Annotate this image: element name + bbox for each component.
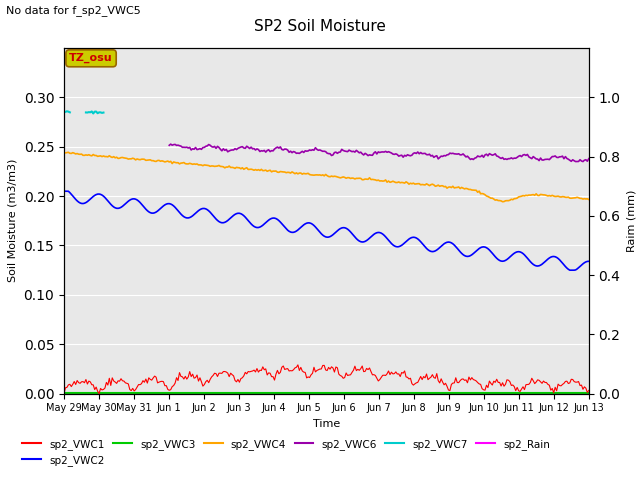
Text: TZ_osu: TZ_osu bbox=[69, 53, 113, 63]
X-axis label: Time: Time bbox=[313, 419, 340, 429]
Text: No data for f_sp2_VWC5: No data for f_sp2_VWC5 bbox=[6, 5, 141, 16]
Text: SP2 Soil Moisture: SP2 Soil Moisture bbox=[254, 19, 386, 34]
Y-axis label: Raim (mm): Raim (mm) bbox=[626, 190, 636, 252]
Y-axis label: Soil Moisture (m3/m3): Soil Moisture (m3/m3) bbox=[8, 159, 18, 283]
Legend: sp2_VWC1, sp2_VWC2, sp2_VWC3, sp2_VWC4, sp2_VWC6, sp2_VWC7, sp2_Rain: sp2_VWC1, sp2_VWC2, sp2_VWC3, sp2_VWC4, … bbox=[18, 434, 554, 470]
